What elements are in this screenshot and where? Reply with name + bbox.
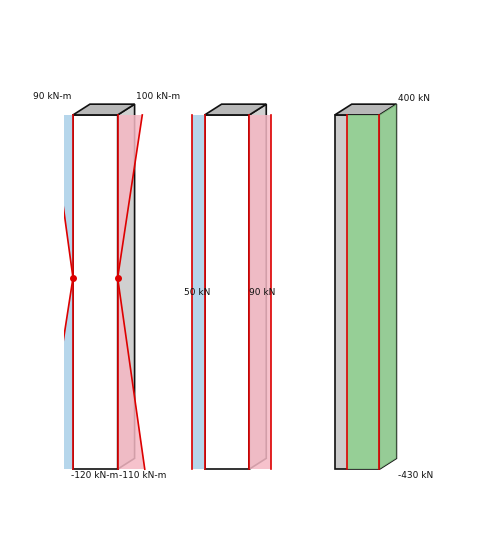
Text: -120 kN-m: -120 kN-m bbox=[72, 472, 118, 480]
Text: -110 kN-m: -110 kN-m bbox=[119, 472, 166, 480]
Text: 100 kN-m: 100 kN-m bbox=[136, 92, 180, 101]
Text: 90 kN: 90 kN bbox=[249, 287, 275, 297]
Polygon shape bbox=[192, 115, 204, 469]
Polygon shape bbox=[118, 115, 142, 278]
Polygon shape bbox=[204, 104, 266, 115]
Polygon shape bbox=[335, 115, 380, 469]
Polygon shape bbox=[380, 104, 396, 469]
Text: 50 kN: 50 kN bbox=[184, 287, 210, 297]
Polygon shape bbox=[73, 115, 118, 469]
Text: -430 kN: -430 kN bbox=[398, 472, 433, 480]
Polygon shape bbox=[73, 104, 134, 115]
Polygon shape bbox=[250, 115, 272, 469]
Polygon shape bbox=[118, 278, 145, 469]
Polygon shape bbox=[335, 104, 396, 115]
Polygon shape bbox=[250, 104, 266, 469]
Polygon shape bbox=[348, 115, 380, 469]
Polygon shape bbox=[118, 104, 134, 469]
Text: 90 kN-m: 90 kN-m bbox=[33, 92, 72, 101]
Text: 400 kN: 400 kN bbox=[398, 94, 430, 102]
Polygon shape bbox=[204, 115, 250, 469]
Polygon shape bbox=[380, 104, 396, 469]
Polygon shape bbox=[44, 278, 73, 469]
Polygon shape bbox=[51, 115, 73, 278]
